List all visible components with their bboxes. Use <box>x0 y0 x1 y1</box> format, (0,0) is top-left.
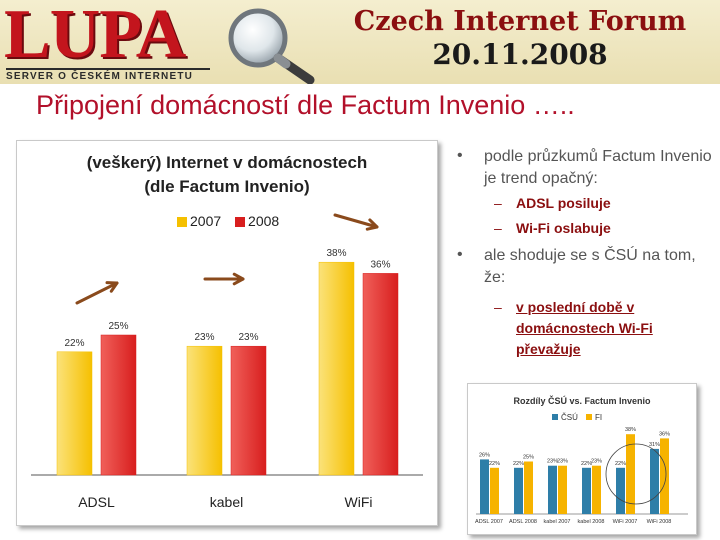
bullet-wifi-text: Wi-Fi oslabuje <box>516 220 611 236</box>
legend-label-2008: 2008 <box>248 213 280 229</box>
mini-data-label-kabel-2008-fi: 23% <box>591 459 602 465</box>
bullet-wifi-dominates-text: v poslední době v domácnostech Wi-Fi pře… <box>516 299 653 357</box>
legend-item-2008: 2008 <box>235 213 279 229</box>
category-label-adsl: ADSL <box>78 494 115 510</box>
mini-chart-plot: Rozdíly ČSÚ vs. Factum Invenio ČSÚ FI 26% 22… <box>475 395 688 525</box>
mini-category-label-kabel-2007: kabel 2007 <box>544 519 571 525</box>
mini-legend-swatch-s <box>552 414 558 420</box>
bullet-wifi-dominates: – v poslední době v domácnostech Wi-Fi př… <box>494 299 653 357</box>
mini-data-label-kabel-2008-s: 22% <box>581 461 592 467</box>
lupa-logo: LUPA <box>4 0 186 73</box>
bullet-adsl-text: ADSL posiluje <box>516 195 611 211</box>
legend-label-2007: 2007 <box>190 213 222 229</box>
mini-bar-wifi-2008-fi <box>660 438 669 514</box>
mini-category-label-wifi-2008: WiFi 2008 <box>647 519 672 525</box>
mini-data-label-wifi-2008-s: 31% <box>649 442 660 448</box>
bar-kabel-2007 <box>186 345 223 476</box>
mini-chart-title: Rozdíly ČSÚ vs. Factum Invenio <box>513 395 651 406</box>
mini-highlight-circle <box>605 443 667 505</box>
mini-bar-adsl-2007-s <box>480 459 489 514</box>
category-label-kabel: kabel <box>210 494 243 510</box>
data-label-wifi-2007: 38% <box>326 248 346 259</box>
mini-data-label-wifi-2007-fi: 38% <box>625 427 636 433</box>
legend-swatch-2007 <box>177 217 187 227</box>
data-label-kabel-2007: 23% <box>194 332 214 343</box>
mini-category-label-kabel-2008: kabel 2008 <box>578 519 605 525</box>
trend-arrow-head-3 <box>365 218 379 231</box>
bullet-trend: podle průzkumů Factum Invenio je trend o… <box>452 145 714 190</box>
main-chart: 22% 25% ADSL 23% 23% kabel 38% 36% WiFi (veškerý… <box>16 140 438 526</box>
data-label-adsl-2008: 25% <box>108 321 128 332</box>
magnifier-icon <box>228 8 315 84</box>
legend-item-2007: 2007 <box>177 213 221 229</box>
bullet-wifi: – Wi-Fi oslabuje <box>494 220 611 236</box>
data-label-kabel-2008: 23% <box>238 332 258 343</box>
mini-data-label-wifi-2008-fi: 36% <box>659 431 670 437</box>
mini-legend-label-fi: FI <box>595 413 602 422</box>
bullet-adsl: – ADSL posiluje <box>494 195 611 211</box>
trend-arrow-1 <box>75 281 119 305</box>
mini-bar-kabel-2008-fi <box>592 465 601 514</box>
mini-legend-label-s: ČSÚ <box>561 413 578 422</box>
mini-bar-kabel-2007-s <box>548 465 557 514</box>
legend-swatch-2008 <box>235 217 246 227</box>
bar-wifi-2007 <box>318 261 355 476</box>
bar-wifi-2008 <box>362 273 399 476</box>
slide-title: Připojení domácností dle Factum Invenio … <box>36 90 575 120</box>
main-chart-title-line2: (dle Factum Invenio) <box>144 177 310 196</box>
forum-title: Czech Internet Forum <box>353 6 687 37</box>
bullet-list: podle průzkumů Factum Invenio je trend o… <box>452 145 714 360</box>
mini-bar-adsl-2008-fi <box>524 461 533 514</box>
data-label-adsl-2007: 22% <box>64 338 84 349</box>
bar-adsl-2007 <box>56 351 93 476</box>
mini-data-label-adsl-2007-fi: 22% <box>489 461 500 467</box>
mini-data-label-kabel-2007-fi: 23% <box>557 459 568 465</box>
mini-category-label-wifi-2007: WiFi 2007 <box>613 519 638 525</box>
mini-data-label-adsl-2008-s: 22% <box>513 461 524 467</box>
forum-date: 20.11.2008 <box>432 38 608 71</box>
mini-bar-adsl-2008-s <box>514 467 523 514</box>
mini-chart: Rozdíly ČSÚ vs. Factum Invenio ČSÚ FI 26% 22… <box>467 383 697 535</box>
mini-legend-swatch-fi <box>586 414 592 420</box>
mini-data-label-adsl-2008-fi: 25% <box>523 455 534 461</box>
mini-bar-wifi-2007-s <box>616 467 625 514</box>
bullet-csu: ale shoduje se s ČSÚ na tom, že: <box>452 244 714 289</box>
lupa-tagline: SERVER O ČESKÉM INTERNETU <box>6 68 210 82</box>
mini-data-label-wifi-2007-s: 22% <box>615 461 626 467</box>
header-banner: LUPA SERVER O ČESKÉM INTERNETU Czech Int… <box>0 0 720 84</box>
main-chart-title: (veškerý) Internet v domácnostech (dle F… <box>17 151 437 199</box>
mini-bar-kabel-2007-fi <box>558 465 567 514</box>
category-label-wifi: WiFi <box>345 494 373 510</box>
trend-arrow-head-2 <box>232 272 245 286</box>
trend-arrow-3 <box>333 213 379 229</box>
main-chart-plot: 22% 25% ADSL 23% 23% kabel 38% 36% WiFi <box>31 213 423 510</box>
data-label-wifi-2008: 36% <box>370 259 390 270</box>
mini-bar-wifi-2008-s <box>650 448 659 514</box>
mini-bar-wifi-2007-fi <box>626 434 635 514</box>
mini-category-label-adsl-2007: ADSL 2007 <box>475 519 503 525</box>
mini-category-label-adsl-2008: ADSL 2008 <box>509 519 537 525</box>
main-chart-legend: 2007 2008 <box>177 213 289 229</box>
main-chart-title-line1: (veškerý) Internet v domácnostech <box>86 153 368 172</box>
mini-bar-adsl-2007-fi <box>490 467 499 514</box>
trend-arrow-head-1 <box>105 281 119 293</box>
bar-kabel-2008 <box>230 345 267 476</box>
mini-bar-kabel-2008-s <box>582 467 591 514</box>
mini-data-label-kabel-2007-s: 23% <box>547 459 558 465</box>
mini-data-label-adsl-2007-s: 26% <box>479 452 490 458</box>
bar-adsl-2008 <box>100 334 137 476</box>
